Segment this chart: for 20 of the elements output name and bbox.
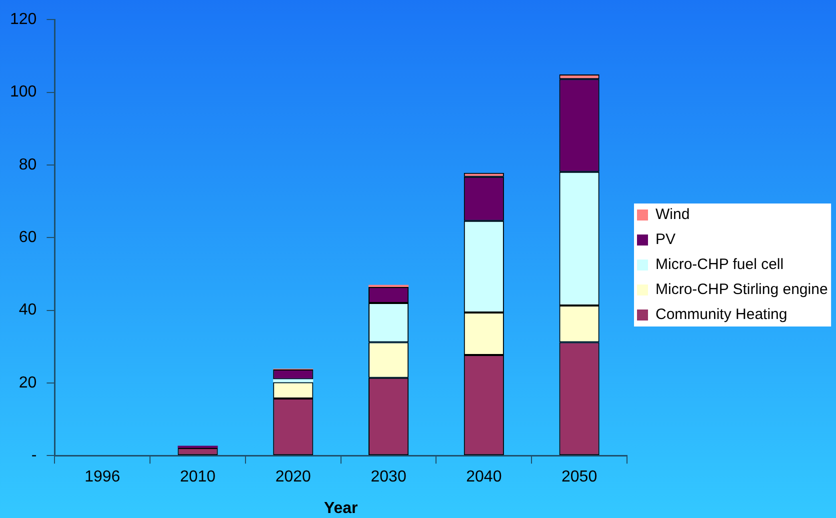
bar [368, 284, 409, 288]
x-tick-label: 2030 [370, 468, 406, 486]
y-tick-label: 40 [18, 302, 37, 319]
y-tick-label: - [31, 447, 37, 464]
legend-label: Micro-CHP Stirling engine [656, 281, 828, 298]
x-axis-title: Year [324, 500, 358, 517]
y-tick-label: 100 [10, 84, 37, 101]
x-tick-label: 2010 [180, 468, 216, 486]
legend-label: PV [656, 231, 676, 248]
legend-label: Community Heating [656, 306, 788, 324]
x-tick-label: 2040 [466, 468, 502, 486]
y-tick-label: 60 [18, 229, 37, 246]
x-tick-label: 2020 [275, 468, 312, 486]
y-tick-label: 80 [18, 156, 37, 174]
y-tick-label: 120 [10, 11, 37, 28]
y-tick-label: 20 [18, 374, 37, 392]
x-tick-label: 2050 [562, 468, 598, 486]
x-tick-label: 1996 [84, 468, 120, 486]
legend-label: Wind [656, 206, 690, 224]
legend-label: Micro-CHP fuel cell [656, 256, 784, 274]
